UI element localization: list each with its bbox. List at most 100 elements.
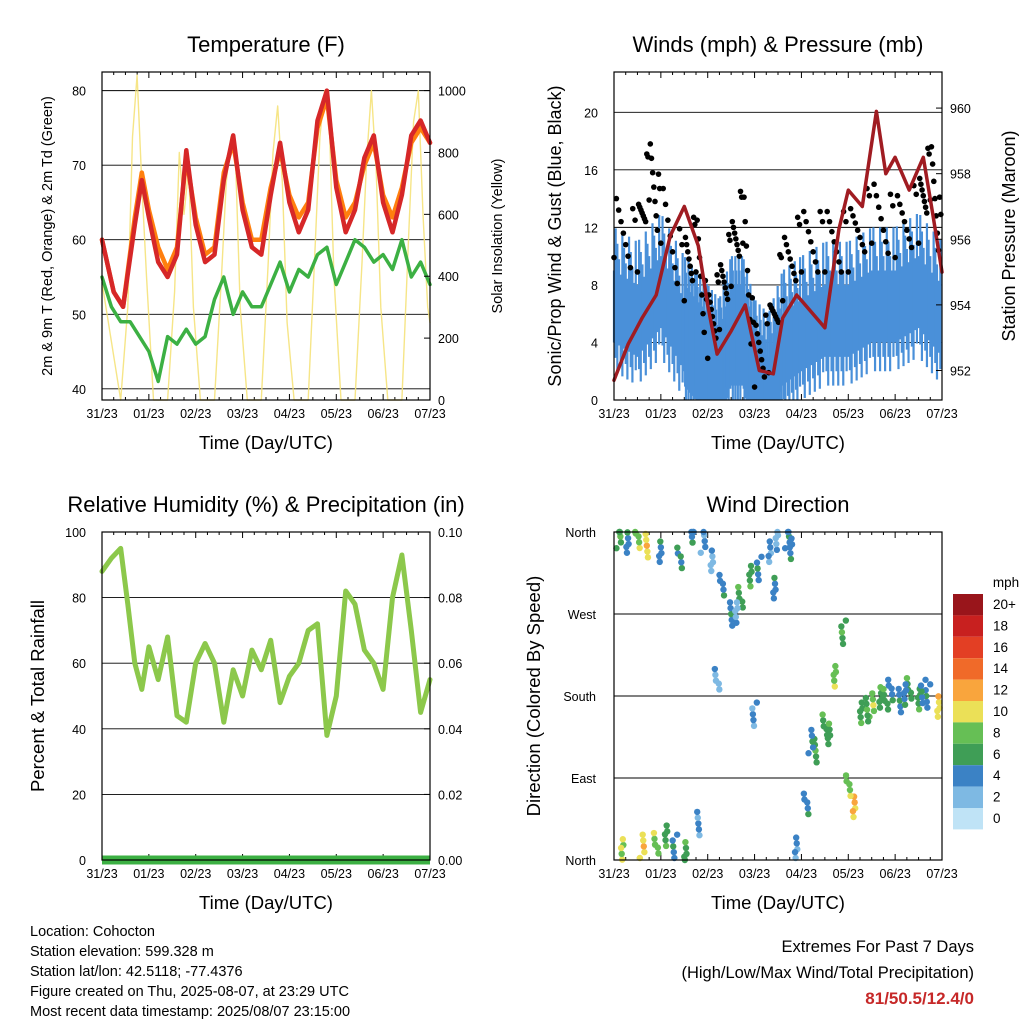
- x-tick-label: 05/23: [833, 867, 864, 881]
- direction-point: [708, 547, 716, 554]
- x-tick-label: 01/23: [133, 407, 164, 421]
- direction-point: [924, 704, 931, 711]
- y-tick-label-left: 4: [591, 336, 598, 350]
- y-tick-label-right: 0: [438, 394, 445, 408]
- direction-point: [934, 707, 941, 715]
- direction-point: [826, 726, 833, 733]
- y-tick-label-right: 0.00: [438, 854, 462, 868]
- direction-point: [792, 834, 800, 841]
- x-tick-label: 07/23: [414, 407, 445, 421]
- y-tick-label-left: 50: [72, 308, 86, 322]
- direction-point: [838, 623, 845, 630]
- direction-point: [869, 696, 877, 703]
- gust-point: [632, 217, 638, 223]
- direction-point: [727, 604, 734, 612]
- x-tick-label: 01/23: [133, 867, 164, 881]
- gust-point: [894, 192, 901, 199]
- y-tick-label-right: 800: [438, 146, 459, 160]
- gust-point: [868, 240, 875, 246]
- x-tick-label: 31/23: [86, 407, 117, 421]
- y-tick-label-right: 0.08: [438, 592, 462, 606]
- gust-point: [861, 249, 868, 255]
- x-tick-label: 05/23: [321, 407, 352, 421]
- gust-point: [936, 194, 943, 200]
- gust-point: [845, 269, 852, 275]
- direction-point: [670, 843, 677, 850]
- gust-point: [793, 277, 799, 284]
- direction-point: [733, 599, 741, 606]
- direction-point: [888, 685, 895, 692]
- direction-point: [767, 544, 774, 551]
- gust-point: [751, 384, 758, 390]
- direction-point: [787, 549, 794, 557]
- direction-point: [650, 829, 658, 837]
- gust-point: [791, 270, 797, 277]
- gust-point: [669, 249, 676, 255]
- direction-point: [922, 676, 929, 683]
- direction-point: [809, 744, 817, 751]
- gust-point: [665, 217, 671, 223]
- direction-point: [885, 676, 892, 683]
- direction-point: [809, 738, 816, 745]
- legend-swatch: [953, 701, 983, 723]
- direction-point: [654, 844, 662, 851]
- direction-point: [735, 583, 742, 591]
- gust-point: [800, 208, 807, 215]
- gust-point: [660, 185, 666, 192]
- direction-point: [901, 695, 908, 703]
- gust-point: [781, 234, 788, 241]
- gust-point: [723, 290, 730, 297]
- direction-point: [771, 580, 779, 587]
- direction-point: [613, 545, 620, 552]
- x-tick-label: 03/23: [739, 407, 770, 421]
- gust-point: [901, 218, 908, 225]
- direction-point: [617, 539, 625, 546]
- y-tick-label-left: 70: [72, 159, 86, 173]
- x-tick-label: 03/23: [739, 867, 770, 881]
- x-tick-label: 02/23: [692, 867, 723, 881]
- gust-point: [838, 269, 845, 275]
- gust-point: [749, 295, 756, 301]
- gust-point: [622, 241, 629, 248]
- gust-point: [915, 240, 922, 246]
- gust-point: [755, 339, 762, 346]
- direction-point: [640, 837, 647, 844]
- gust-point: [694, 217, 700, 223]
- extremes-subtitle: (High/Low/Max Wind/Total Precipitation): [681, 964, 974, 982]
- direction-point: [935, 693, 942, 700]
- y-tick-label-right: 0.06: [438, 657, 462, 671]
- direction-point: [850, 813, 857, 821]
- gust-point: [689, 277, 696, 284]
- direction-point: [842, 772, 850, 779]
- direction-point: [655, 850, 662, 857]
- gust-point: [715, 279, 722, 285]
- gust-point: [929, 161, 936, 167]
- direction-point: [733, 619, 740, 626]
- direction-point: [694, 808, 701, 816]
- gust-point: [932, 195, 938, 202]
- direction-point: [754, 565, 761, 572]
- y-tick-label-left: 20: [72, 788, 86, 802]
- chart-title: Relative Humidity (%) & Precipitation (i…: [67, 492, 464, 517]
- y-tick-label-left: 100: [65, 526, 86, 540]
- direction-point: [739, 598, 746, 605]
- gust-point: [741, 194, 747, 200]
- gust-point: [906, 236, 912, 242]
- x-tick-label: 02/23: [180, 867, 211, 881]
- direction-point: [716, 571, 723, 579]
- direction-point: [935, 698, 943, 706]
- x-tick-label: 04/23: [274, 867, 305, 881]
- gust-point: [892, 254, 898, 261]
- y-tick-label-right: 956: [950, 233, 971, 247]
- direction-point: [765, 552, 772, 560]
- direction-point: [870, 701, 877, 709]
- gust-point: [634, 269, 641, 275]
- gust-point: [857, 234, 863, 241]
- chart-title: Winds (mph) & Pressure (mb): [633, 32, 924, 57]
- direction-point: [747, 583, 754, 590]
- gust-point: [920, 192, 927, 199]
- direction-point: [918, 694, 926, 701]
- direction-point: [657, 544, 665, 551]
- direction-point: [876, 704, 884, 711]
- x-tick-label: 01/23: [645, 867, 676, 881]
